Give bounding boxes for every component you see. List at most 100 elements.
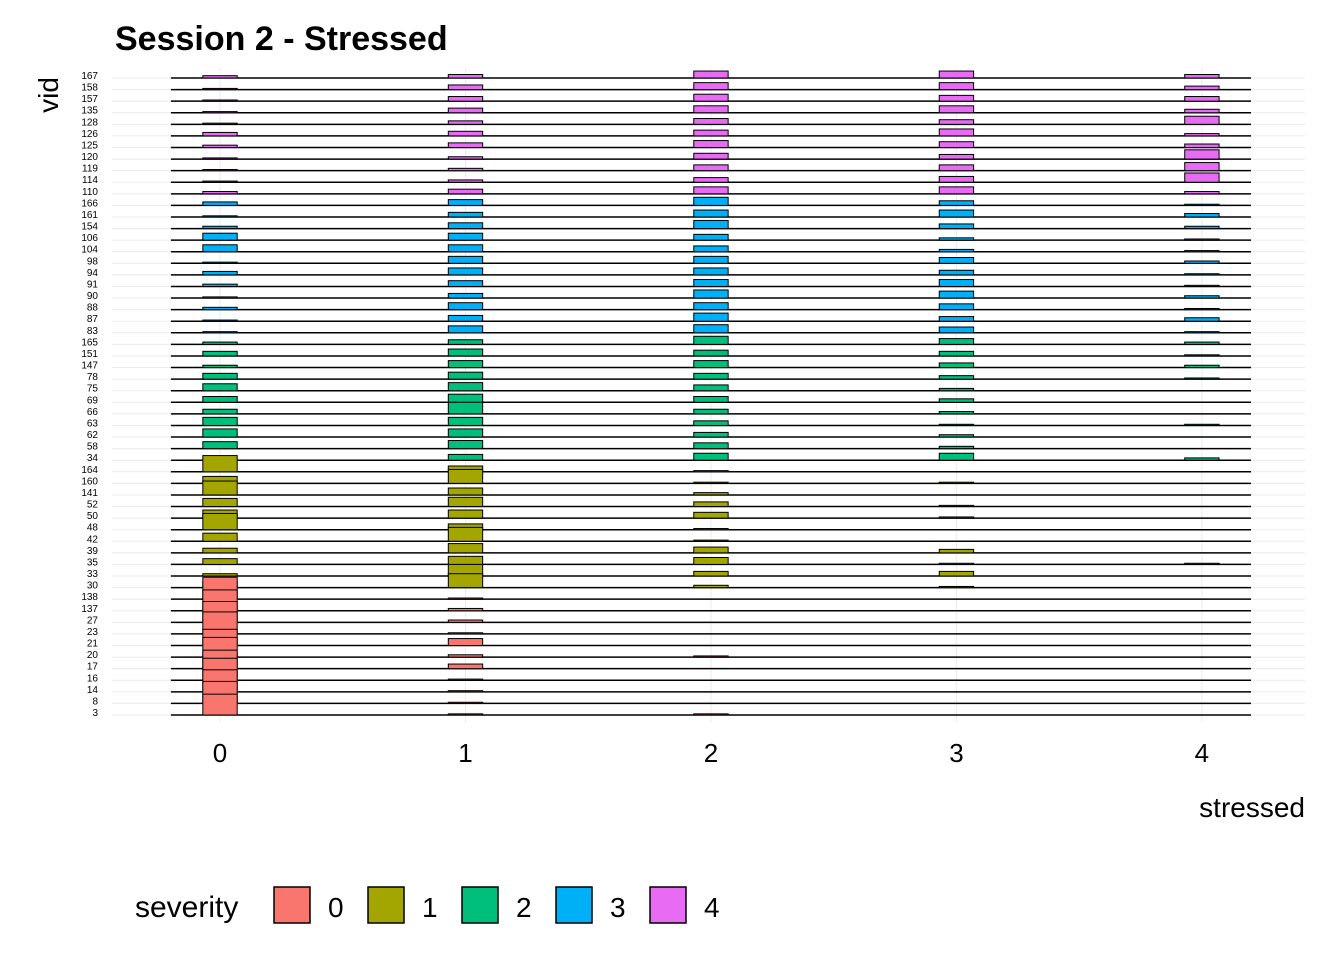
bar <box>693 384 729 392</box>
bar <box>202 296 238 299</box>
bar <box>1184 213 1220 218</box>
y-tick-label: 161 <box>81 210 98 221</box>
y-tick-label: 110 <box>82 187 98 198</box>
bar <box>693 442 729 450</box>
bar <box>938 338 975 345</box>
y-tick-label: 20 <box>87 650 99 661</box>
bar <box>202 75 238 79</box>
bar <box>447 632 484 635</box>
bar <box>693 713 729 716</box>
bar <box>938 257 975 264</box>
bar <box>693 255 729 264</box>
legend-key <box>367 886 405 924</box>
bar <box>693 152 729 160</box>
bar <box>202 244 238 253</box>
ridge <box>170 82 1251 91</box>
y-tick-label: 3 <box>92 708 98 719</box>
bar <box>447 84 484 91</box>
ridge <box>170 186 1251 195</box>
ridge <box>170 371 1251 380</box>
ridge <box>170 196 1251 207</box>
bar <box>447 555 484 565</box>
bar <box>938 248 975 253</box>
y-tick-label: 94 <box>87 268 99 279</box>
ridge <box>170 128 1251 137</box>
y-tick-label: 52 <box>87 500 99 511</box>
ridge <box>170 416 1251 427</box>
bar <box>202 99 238 102</box>
y-tick-label: 90 <box>87 291 99 302</box>
y-tick-label: 165 <box>81 337 98 348</box>
ridge <box>170 105 1251 114</box>
bar <box>447 74 484 79</box>
bar <box>447 130 484 137</box>
ridge <box>170 393 1251 404</box>
bar <box>447 302 484 311</box>
y-tick-label: 125 <box>81 140 98 151</box>
bar <box>938 175 975 183</box>
bar <box>202 261 238 264</box>
bar <box>693 556 729 565</box>
y-tick-label: 35 <box>87 557 99 568</box>
bar <box>1184 74 1220 79</box>
ridge <box>170 360 1251 369</box>
bar <box>447 222 484 230</box>
bar <box>1184 562 1220 565</box>
bar <box>938 128 975 137</box>
bar <box>447 156 484 160</box>
bar <box>202 416 238 426</box>
bar <box>1184 108 1220 114</box>
legend: 0 1 2 3 4 <box>273 886 720 924</box>
bar <box>202 87 238 91</box>
bar <box>202 497 238 508</box>
ridge <box>170 162 1251 172</box>
bar <box>447 543 484 554</box>
bar <box>1184 96 1220 102</box>
bar <box>447 453 484 461</box>
bar <box>1184 377 1220 380</box>
bar <box>938 70 975 79</box>
y-tick-label: 126 <box>81 129 98 140</box>
bar <box>693 312 729 322</box>
bar <box>938 562 975 565</box>
bar <box>693 209 729 218</box>
bar <box>447 232 484 241</box>
bar <box>938 445 975 450</box>
bar <box>447 96 484 102</box>
bar <box>693 186 729 195</box>
bar <box>447 348 484 357</box>
chart-title: Session 2 - Stressed <box>115 20 448 58</box>
y-tick-label: 120 <box>81 152 98 163</box>
bar <box>693 140 729 148</box>
y-tick-label: 48 <box>87 523 99 534</box>
bar <box>202 441 238 450</box>
bar <box>447 690 484 693</box>
ridges <box>170 70 1251 716</box>
bar <box>447 496 484 508</box>
y-tick-label: 50 <box>87 511 99 522</box>
y-tick-label: 160 <box>81 476 98 487</box>
y-tick-label: 30 <box>87 581 99 592</box>
y-tick-label: 39 <box>87 546 99 557</box>
bar <box>938 279 975 287</box>
bar <box>447 440 484 450</box>
legend-label: 0 <box>328 892 344 923</box>
bar <box>938 316 975 322</box>
ridge <box>170 526 1251 543</box>
bar <box>693 93 729 102</box>
bar <box>693 349 729 357</box>
bar <box>447 487 484 496</box>
ridge <box>170 611 1251 635</box>
bar <box>202 396 238 403</box>
y-tick-label: 167 <box>81 71 98 82</box>
x-tick-label: 1 <box>458 738 472 768</box>
y-tick-label: 33 <box>87 569 99 580</box>
bar <box>693 360 729 369</box>
y-tick-label: 128 <box>81 117 98 128</box>
y-tick-label: 62 <box>87 430 99 441</box>
legend-key <box>273 886 311 924</box>
bar <box>447 401 484 415</box>
y-tick-label: 106 <box>81 233 98 244</box>
y-tick-label: 137 <box>81 604 98 615</box>
bar <box>693 511 729 519</box>
